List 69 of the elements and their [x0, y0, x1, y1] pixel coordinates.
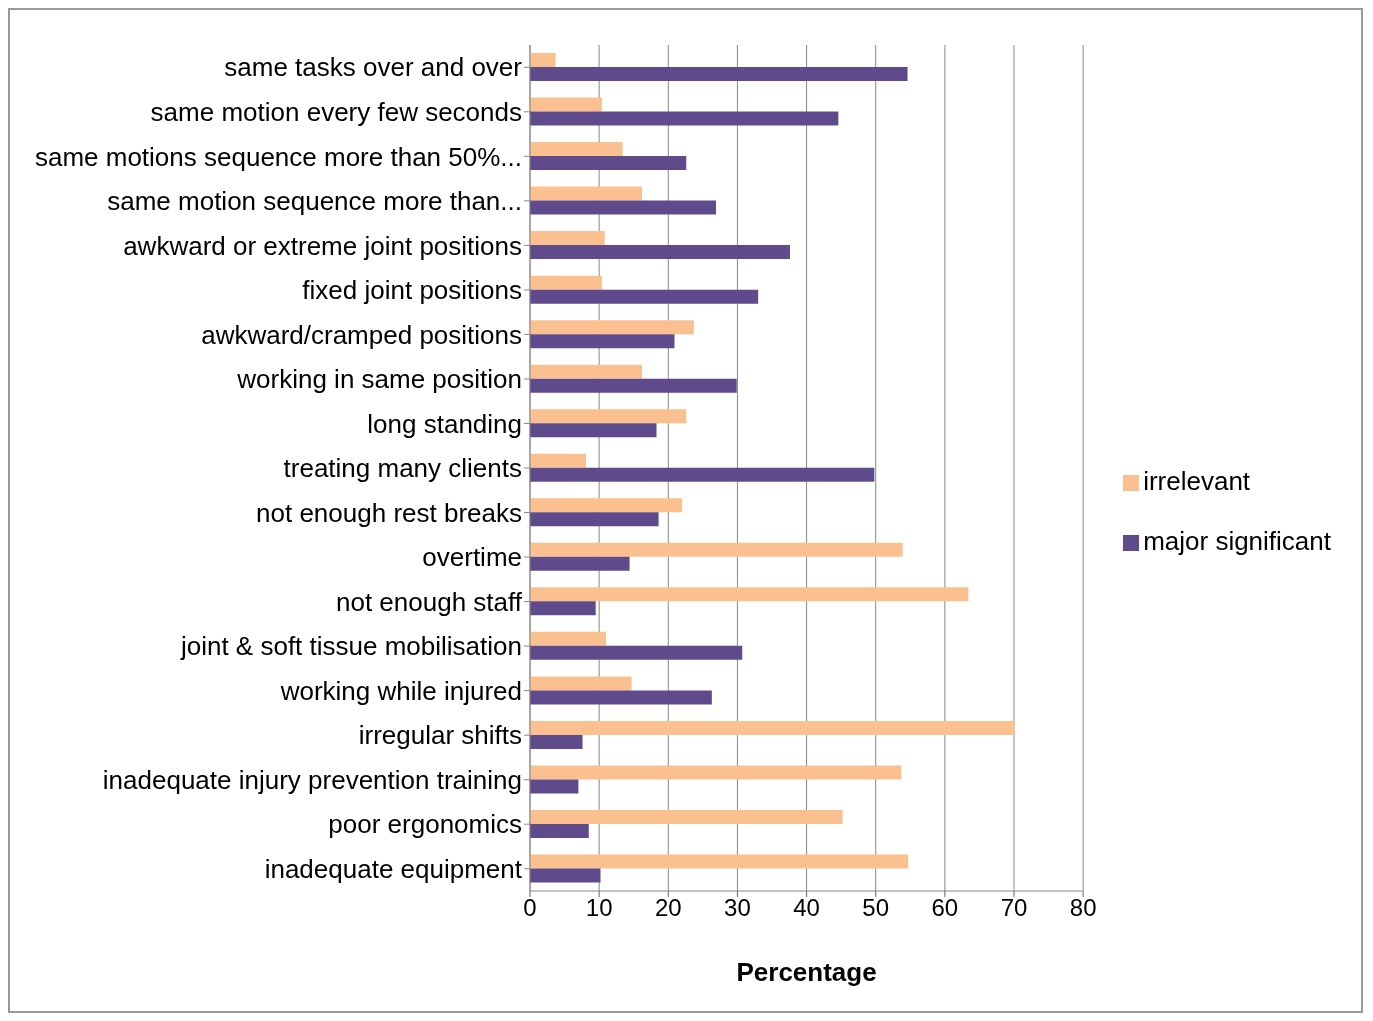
legend-label: irrelevant — [1143, 465, 1251, 496]
bar — [530, 111, 839, 126]
y-tick-label: overtime — [422, 542, 522, 573]
bar — [530, 320, 694, 335]
x-tick-label: 80 — [1069, 894, 1097, 922]
bar — [530, 67, 908, 82]
bar — [530, 556, 630, 571]
y-tick-label: not enough staff — [335, 586, 523, 617]
x-tick-label: 40 — [793, 894, 820, 922]
bar — [530, 542, 903, 557]
bar — [530, 231, 605, 246]
bar — [530, 53, 556, 68]
bar — [530, 512, 659, 527]
bar — [530, 734, 583, 749]
bar — [530, 676, 632, 691]
bar — [530, 498, 683, 513]
bar — [530, 765, 902, 780]
y-tick-label: long standing — [367, 408, 522, 439]
y-tick-label: awkward/cramped positions — [201, 319, 522, 350]
bar — [530, 378, 737, 393]
x-tick-label: 20 — [654, 894, 682, 922]
bar — [530, 601, 596, 616]
legend-label: major significant — [1143, 525, 1331, 556]
bar — [530, 809, 843, 824]
bar — [530, 453, 587, 468]
y-tick-label: same motion every few seconds — [150, 97, 522, 128]
y-tick-label: not enough rest breaks — [256, 497, 522, 528]
y-tick-label: inadequate equipment — [264, 853, 523, 884]
y-tick-label: working while injured — [279, 675, 522, 706]
bar — [530, 186, 643, 201]
bar — [530, 631, 607, 646]
bar — [530, 423, 657, 438]
bar — [530, 97, 602, 112]
x-tick-label: 70 — [1000, 894, 1028, 922]
x-tick-label: 0 — [523, 894, 537, 922]
bar — [530, 156, 687, 171]
y-tick-label: same motion sequence more than... — [107, 186, 522, 217]
bar — [530, 690, 712, 705]
y-tick-label: joint & soft tissue mobilisation — [179, 631, 522, 662]
bar — [530, 854, 909, 869]
bar — [530, 289, 759, 304]
y-tick-label: working in same position — [236, 364, 522, 395]
bar — [530, 142, 623, 157]
bar — [530, 587, 969, 602]
y-tick-label: poor ergonomics — [328, 809, 522, 840]
bar — [530, 200, 716, 215]
y-tick-label: fixed joint positions — [302, 275, 522, 306]
bar — [530, 823, 589, 838]
bar — [530, 645, 743, 660]
bar — [530, 275, 602, 290]
x-axis-title: Percentage — [736, 957, 877, 987]
bar — [530, 245, 790, 260]
bar — [530, 409, 687, 424]
bar — [530, 720, 1015, 735]
y-tick-label: same motions sequence more than 50%... — [34, 141, 522, 172]
bar — [530, 467, 875, 482]
y-tick-label: awkward or extreme joint positions — [123, 230, 522, 261]
bar — [530, 779, 579, 794]
x-tick-label: 60 — [931, 894, 959, 922]
y-tick-label: irregular shifts — [358, 720, 522, 751]
x-tick-label: 10 — [585, 894, 613, 922]
y-tick-label: same tasks over and over — [224, 52, 523, 83]
x-tick-label: 50 — [862, 894, 890, 922]
y-tick-label: inadequate injury prevention training — [102, 764, 522, 795]
y-tick-label: treating many clients — [283, 453, 522, 484]
bar — [530, 334, 675, 349]
bar — [530, 868, 601, 883]
bar — [530, 364, 643, 379]
x-tick-label: 30 — [724, 894, 751, 922]
